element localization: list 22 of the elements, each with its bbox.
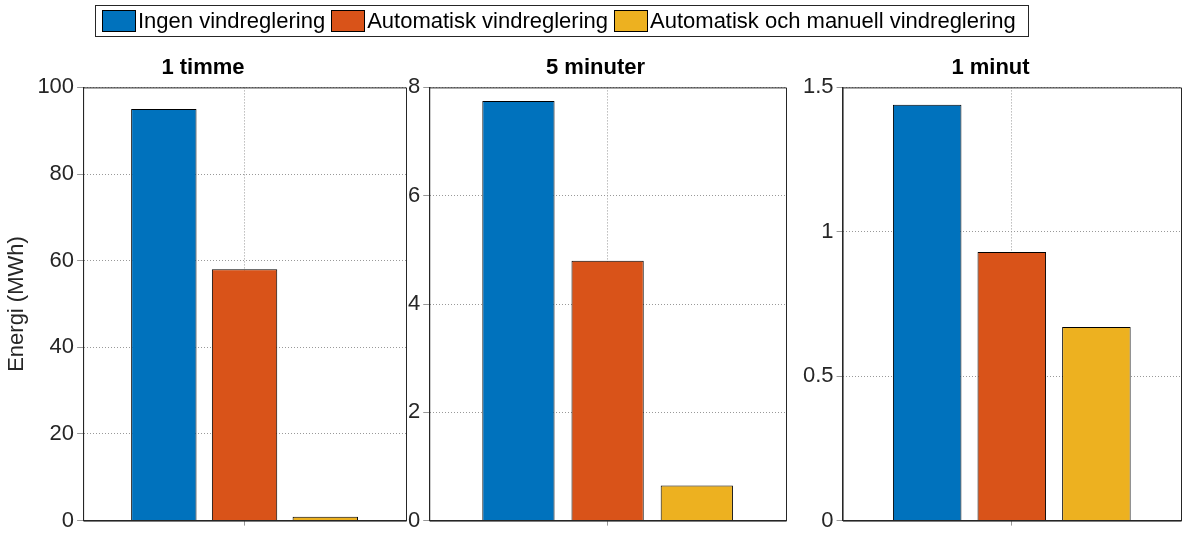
y-tick-label: 4 (407, 290, 421, 316)
chart-title: 5 minuter (545, 54, 646, 80)
y-tick-label: 8 (407, 73, 421, 99)
y-tick-label: 0.5 (802, 362, 834, 388)
chart-title: 1 minut (951, 54, 1031, 80)
y-tick-label: 40 (49, 333, 75, 359)
y-tick-label: 1 (821, 217, 834, 243)
y-tick-label: 0 (821, 506, 834, 532)
y-tick-label: 2 (407, 398, 421, 424)
y-tick-label: 1.5 (802, 73, 834, 99)
y-tick-label: 60 (49, 246, 75, 272)
chart-title: 1 timme (161, 54, 245, 80)
y-tick-label: 20 (49, 420, 75, 446)
y-tick-label: 0 (61, 506, 75, 532)
y-tick-label: 100 (37, 73, 75, 99)
y-tick-label: 0 (407, 506, 421, 532)
legend-label: Automatisk och manuell vindreglering (650, 8, 1016, 34)
legend-label: Ingen vindreglering (138, 8, 326, 34)
y-tick-label: 80 (49, 160, 75, 186)
legend-label: Automatisk vindreglering (367, 8, 609, 34)
y-axis-title: Energi (MWh) (3, 236, 29, 372)
y-tick-label: 6 (407, 181, 421, 207)
